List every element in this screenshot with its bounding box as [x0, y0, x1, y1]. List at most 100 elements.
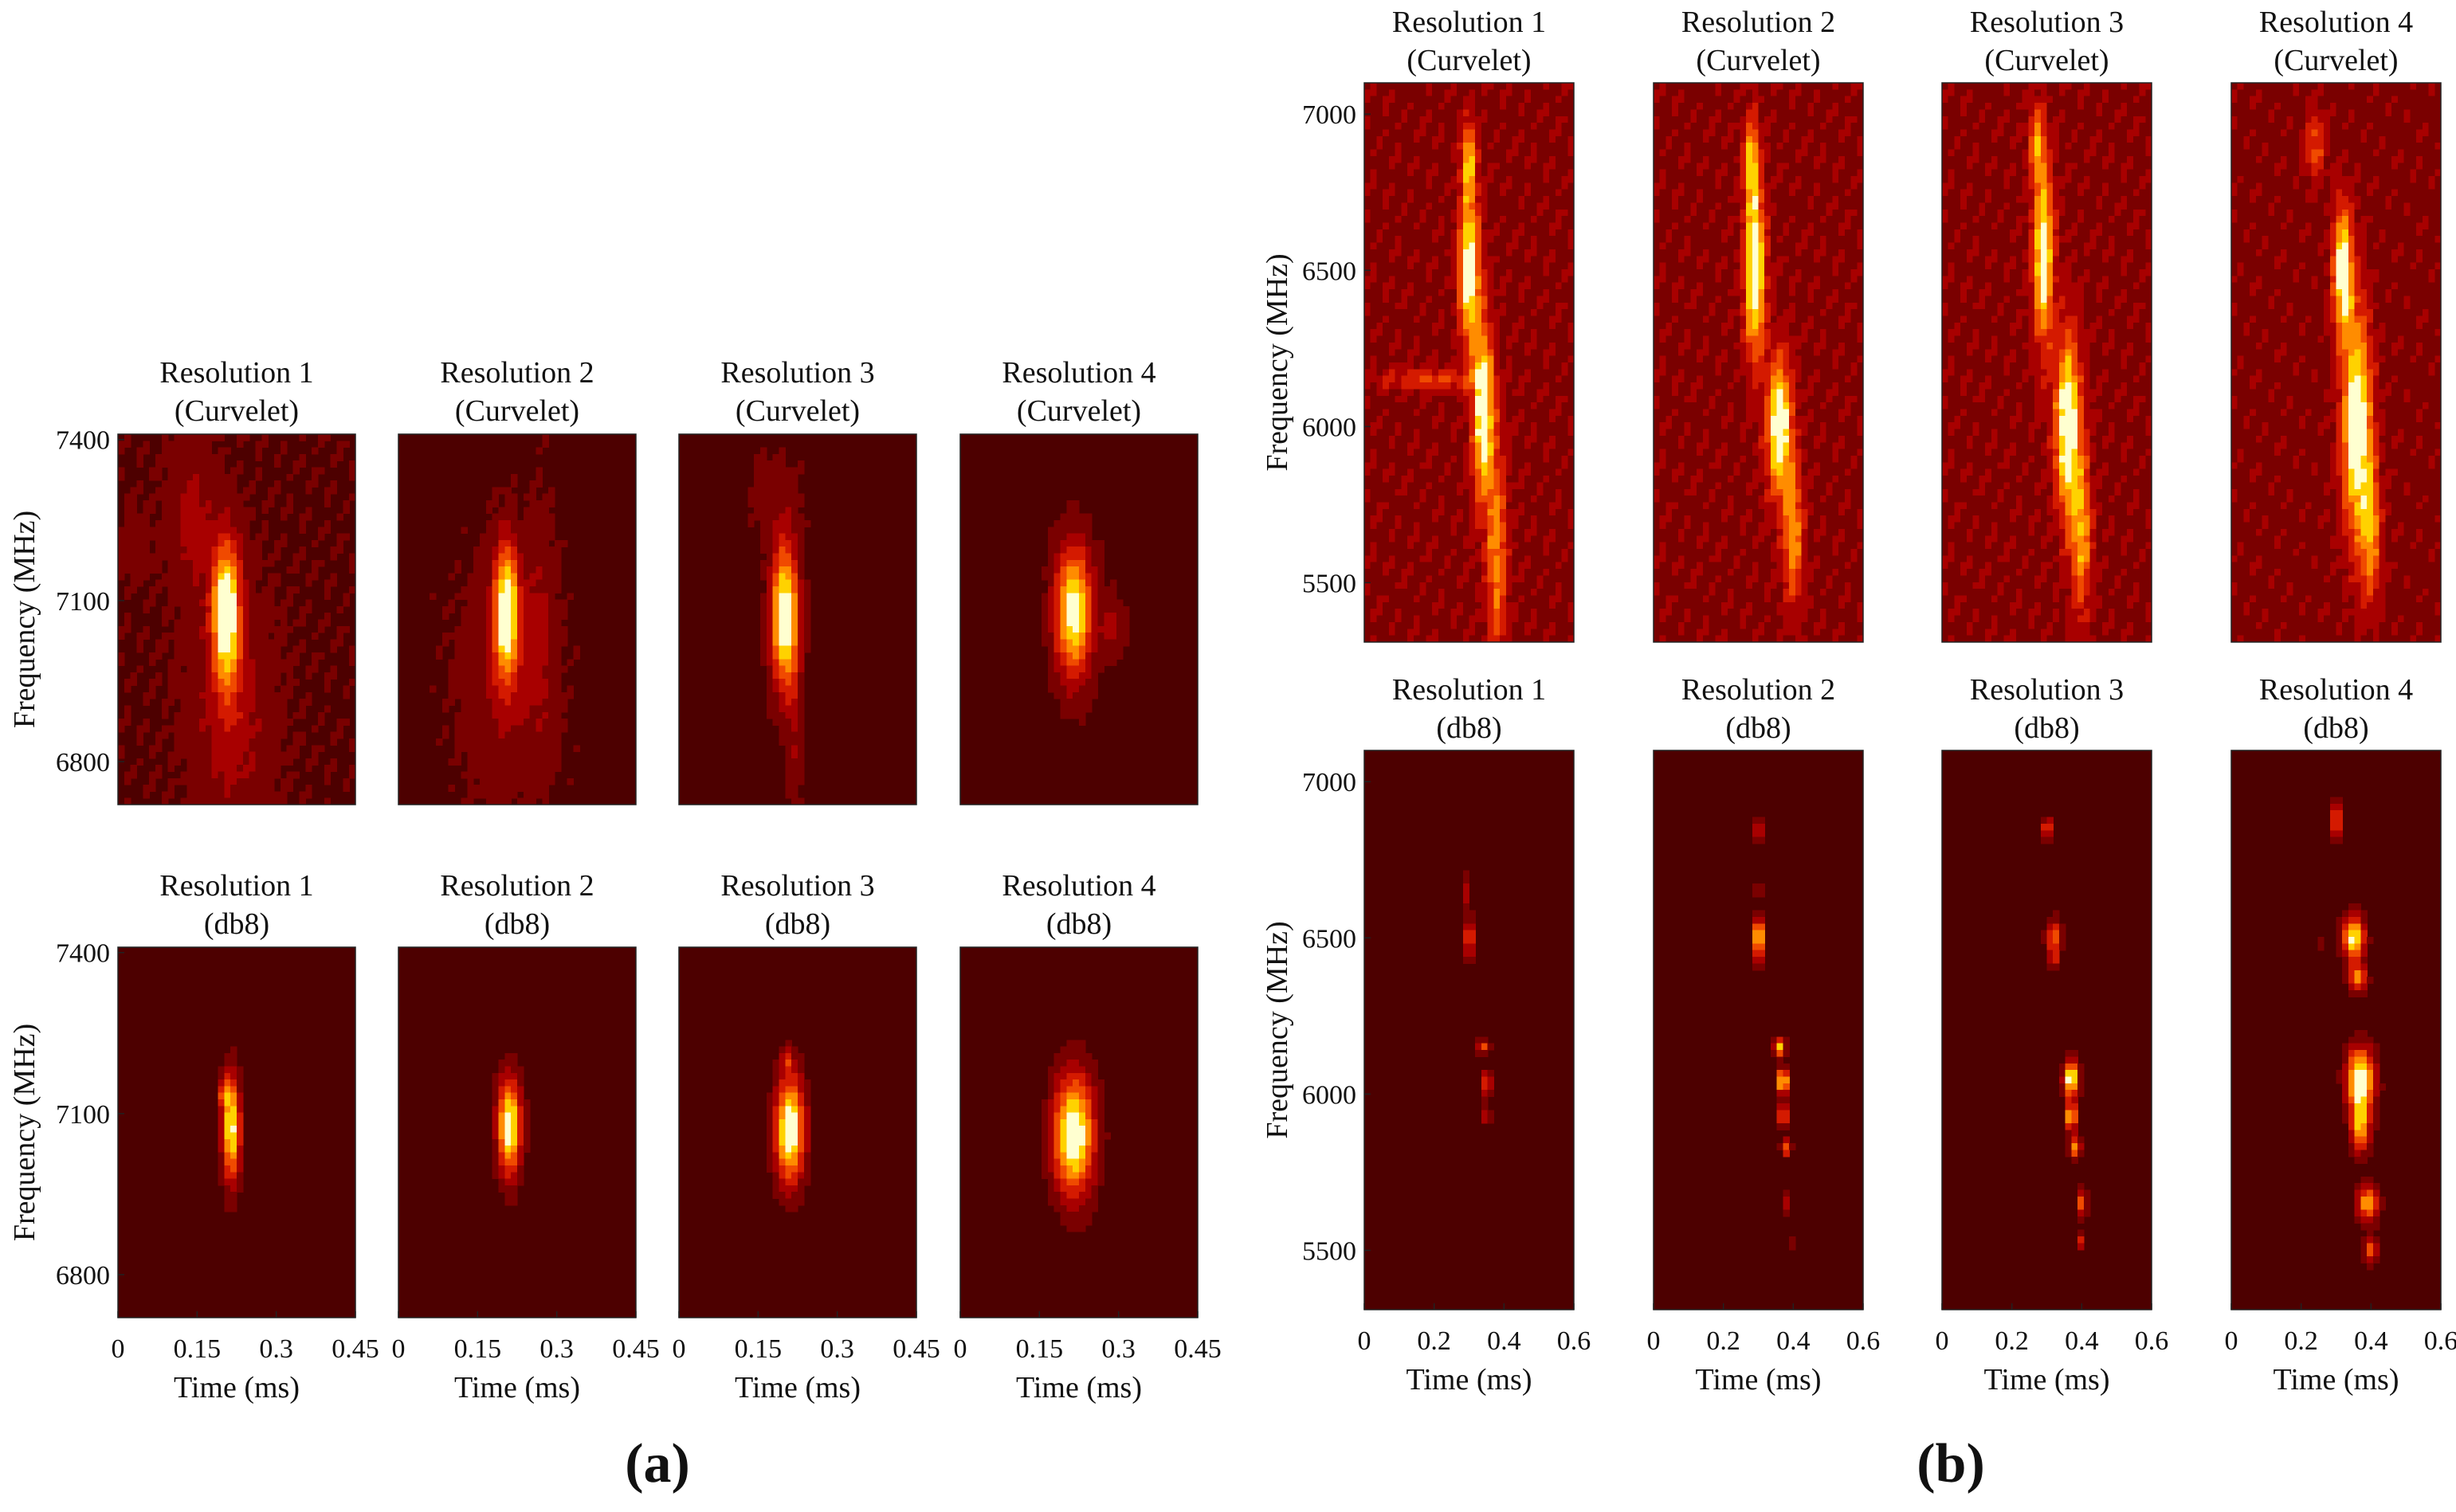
- heatmap-cell: [492, 513, 500, 521]
- heatmap-cell: [143, 625, 150, 633]
- heatmap-cell: [268, 659, 275, 667]
- heatmap-cell: [467, 705, 474, 713]
- heatmap-cell: [779, 1052, 786, 1060]
- heatmap-cell: [1561, 129, 1568, 137]
- heatmap-cell: [766, 619, 774, 627]
- heatmap-cell: [1407, 329, 1414, 337]
- heatmap-cell: [492, 771, 500, 779]
- heatmap-cell: [785, 507, 792, 515]
- heatmap-cell: [479, 645, 487, 653]
- heatmap-cell: [517, 566, 524, 574]
- heatmap-cell: [1481, 209, 1489, 217]
- heatmap-cell: [1561, 103, 1568, 111]
- heatmap-cell: [1524, 189, 1532, 197]
- heatmap-cell: [1432, 229, 1439, 237]
- heatmap-cell: [511, 691, 518, 699]
- heatmap-cell: [286, 758, 294, 766]
- heatmap-cell: [1413, 302, 1421, 310]
- heatmap-cell: [1364, 382, 1371, 390]
- heatmap-cell: [798, 513, 805, 521]
- heatmap-cell: [280, 785, 288, 792]
- heatmap-cell: [1530, 302, 1538, 310]
- heatmap-cell: [174, 778, 182, 785]
- heatmap-cell: [504, 527, 512, 535]
- heatmap-cell: [1450, 322, 1458, 330]
- heatmap-cell: [268, 725, 275, 733]
- heatmap-cell: [492, 566, 500, 574]
- heatmap-cell: [268, 705, 275, 713]
- heatmap-cell: [198, 645, 206, 653]
- heatmap-cell: [1536, 309, 1544, 317]
- heatmap-cell: [498, 1152, 505, 1160]
- heatmap-cell: [230, 711, 237, 719]
- heatmap-cell: [1091, 1060, 1099, 1067]
- heatmap-cell: [242, 791, 250, 799]
- heatmap-cell: [1481, 342, 1489, 350]
- heatmap-cell: [205, 453, 213, 461]
- heatmap-cell: [1073, 1212, 1080, 1220]
- heatmap-cell: [1066, 1158, 1073, 1166]
- heatmap-cell: [523, 1138, 531, 1146]
- heatmap-cell: [1543, 202, 1550, 210]
- heatmap-cell: [542, 705, 549, 713]
- heatmap-cell: [779, 1178, 786, 1186]
- heatmap-cell: [798, 1066, 805, 1074]
- heatmap-cell: [255, 711, 262, 719]
- heatmap-cell: [1376, 83, 1383, 90]
- heatmap-cell: [249, 679, 257, 687]
- heatmap-cell: [1524, 355, 1532, 363]
- heatmap-cell: [536, 771, 543, 779]
- heatmap-cell: [1444, 135, 1451, 143]
- heatmap-cell: [1462, 209, 1470, 217]
- heatmap-cell: [467, 685, 474, 693]
- heatmap-cell: [511, 745, 518, 753]
- heatmap-cell: [242, 699, 250, 707]
- heatmap-cell: [255, 738, 262, 746]
- heatmap-cell: [280, 533, 288, 541]
- heatmap-cell: [785, 705, 792, 713]
- heatmap-cell: [317, 467, 325, 475]
- heatmap-cell: [785, 586, 792, 593]
- heatmap-cell: [1500, 382, 1507, 390]
- heatmap-cell: [1444, 256, 1451, 264]
- heatmap-cell: [224, 613, 231, 621]
- heatmap-cell: [237, 699, 244, 707]
- heatmap-cell: [1388, 123, 1396, 131]
- heatmap-cell: [343, 593, 350, 601]
- heatmap-cell: [479, 539, 487, 547]
- heatmap-cell: [167, 487, 175, 495]
- heatmap-cell: [492, 1172, 500, 1180]
- heatmap-cell: [1053, 1060, 1061, 1067]
- heatmap-cell: [1060, 579, 1067, 587]
- heatmap-cell: [124, 719, 131, 726]
- heatmap-cell: [211, 705, 219, 713]
- heatmap-cell: [1091, 539, 1099, 547]
- heatmap-cell: [485, 619, 493, 627]
- heatmap-cell: [1469, 395, 1476, 403]
- heatmap-cell: [312, 447, 319, 455]
- heatmap-cell: [336, 639, 343, 647]
- heatmap-cell: [218, 573, 225, 581]
- heatmap-cell: [1457, 342, 1464, 350]
- heatmap-cell: [1549, 123, 1556, 131]
- heatmap-cell: [268, 553, 275, 561]
- heatmap-cell: [1047, 586, 1055, 593]
- heatmap-cell: [1518, 362, 1525, 370]
- heatmap-cell: [1444, 155, 1451, 163]
- heatmap-cell: [274, 797, 281, 805]
- heatmap-cell: [1419, 202, 1426, 210]
- heatmap-cell: [1475, 302, 1482, 310]
- heatmap-cell: [1555, 296, 1563, 304]
- heatmap-cell: [1364, 129, 1371, 137]
- heatmap-cell: [498, 605, 505, 613]
- heatmap-cell: [1518, 202, 1525, 210]
- heatmap-cell: [542, 553, 549, 561]
- heatmap-cell: [511, 625, 518, 633]
- heatmap-cell: [504, 1099, 512, 1107]
- heatmap-cell: [1079, 599, 1086, 607]
- heatmap-cell: [1110, 652, 1117, 660]
- heatmap-cell: [779, 1132, 786, 1140]
- heatmap-cell: [1487, 149, 1495, 157]
- heatmap-cell: [237, 751, 244, 759]
- heatmap-cell: [224, 1205, 231, 1212]
